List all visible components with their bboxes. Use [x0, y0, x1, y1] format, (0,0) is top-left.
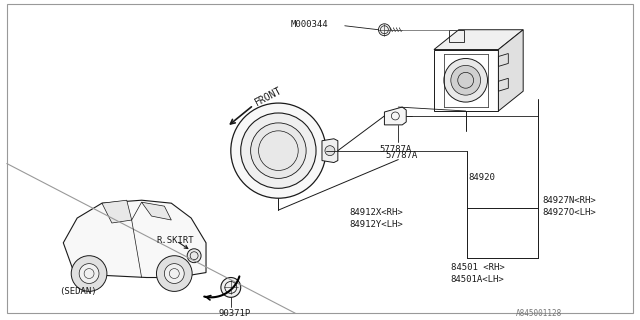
Polygon shape — [322, 139, 338, 163]
Circle shape — [325, 146, 335, 156]
Text: 84927N<RH>: 84927N<RH> — [542, 196, 596, 205]
Circle shape — [241, 113, 316, 188]
Text: 84927O<LH>: 84927O<LH> — [542, 208, 596, 217]
Polygon shape — [141, 202, 172, 220]
Text: 57787A: 57787A — [380, 145, 412, 154]
Circle shape — [221, 277, 241, 297]
Circle shape — [231, 103, 326, 198]
Text: 84912X<RH>: 84912X<RH> — [349, 208, 403, 217]
Circle shape — [378, 24, 390, 36]
Circle shape — [71, 256, 107, 292]
Circle shape — [79, 264, 99, 284]
Circle shape — [187, 249, 201, 263]
Text: 84920: 84920 — [468, 173, 495, 182]
Circle shape — [156, 256, 192, 292]
Text: (SEDAN): (SEDAN) — [60, 287, 97, 296]
Text: 84501 <RH>: 84501 <RH> — [451, 263, 504, 272]
Circle shape — [451, 65, 481, 95]
Polygon shape — [63, 200, 206, 277]
Circle shape — [251, 123, 306, 179]
Text: R.SKIRT: R.SKIRT — [156, 236, 194, 245]
Text: A845001128: A845001128 — [516, 309, 563, 318]
Circle shape — [164, 264, 184, 284]
Polygon shape — [499, 30, 523, 111]
Text: FRONT: FRONT — [253, 85, 284, 108]
Circle shape — [444, 59, 488, 102]
Polygon shape — [102, 200, 132, 223]
Text: 84501A<LH>: 84501A<LH> — [451, 275, 504, 284]
Text: 90371P: 90371P — [219, 309, 251, 318]
Text: 57787A: 57787A — [385, 151, 418, 160]
Polygon shape — [434, 30, 523, 50]
Polygon shape — [385, 107, 406, 125]
Text: M000344: M000344 — [291, 20, 328, 29]
Text: 84912Y<LH>: 84912Y<LH> — [349, 220, 403, 229]
